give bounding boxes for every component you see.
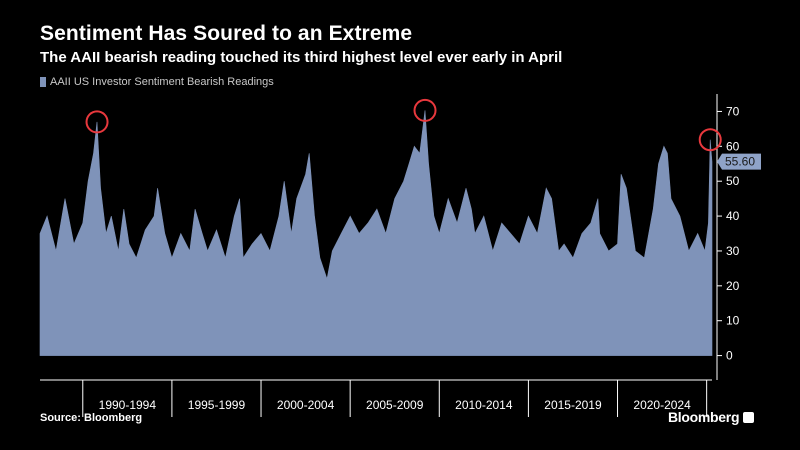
y-tick-label-70: 70: [726, 104, 740, 118]
x-period-label: 2010-2014: [455, 398, 513, 412]
y-tick-label-50: 50: [726, 174, 740, 188]
x-period-label: 1995-1999: [188, 398, 246, 412]
source-note: Source: Bloomberg: [40, 412, 143, 424]
x-period-label: 2000-2004: [277, 398, 335, 412]
highlight-circle-1: [85, 110, 109, 134]
series-area: [39, 110, 713, 356]
y-tick-label-60: 60: [726, 139, 740, 153]
last-value-badge: [717, 153, 761, 170]
y-tick-label-30: 30: [726, 244, 740, 258]
legend-label: AAII US Investor Sentiment Bearish Readi…: [50, 76, 274, 88]
y-tick-label-0: 0: [726, 349, 733, 363]
y-tick-label-40: 40: [726, 209, 740, 223]
brand-name: Bloomberg: [668, 409, 740, 425]
y-tick-label-10: 10: [726, 314, 740, 328]
legend: AAII US Investor Sentiment Bearish Readi…: [40, 76, 274, 88]
chart-subtitle: The AAII bearish reading touched its thi…: [40, 49, 563, 66]
chart-title: Sentiment Has Soured to an Extreme: [40, 22, 413, 45]
last-value-label: 55.60: [725, 155, 755, 169]
x-period-label: 2005-2009: [366, 398, 424, 412]
x-period-label: 2015-2019: [544, 398, 602, 412]
brand-logo: Bloomberg: [668, 409, 755, 425]
bloomberg-mark-icon: [743, 411, 755, 423]
y-tick-label-20: 20: [726, 279, 740, 293]
x-period-label: 2020-2024: [633, 398, 691, 412]
x-period-label: 1990-1994: [99, 398, 157, 412]
highlight-circle-2: [413, 98, 437, 122]
legend-swatch: [40, 77, 46, 87]
highlight-circle-3: [698, 128, 722, 152]
